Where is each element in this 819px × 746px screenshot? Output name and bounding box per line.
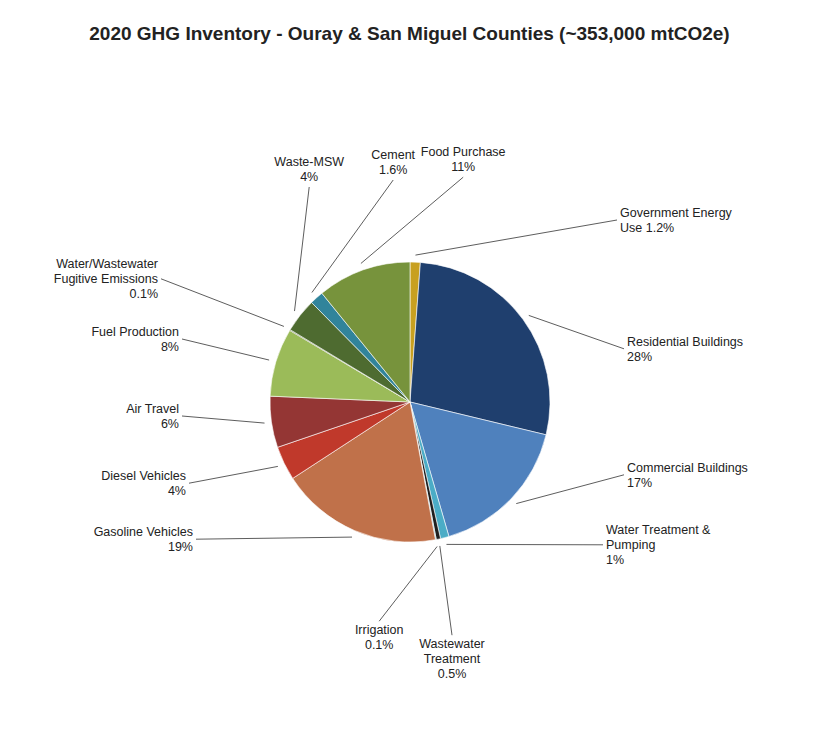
slice-label: Water Treatment &Pumping1% (606, 523, 711, 567)
labels: Government EnergyUse 1.2% Residential Bui… (54, 145, 748, 680)
leader-lines (161, 177, 624, 635)
slice-label: Diesel Vehicles4% (101, 469, 186, 498)
slice-label: Irrigation0.1% (355, 623, 404, 652)
slice-label: Gasoline Vehicles19% (94, 525, 193, 554)
leader-line (295, 187, 310, 311)
leader-line (440, 546, 452, 635)
slice-label: Cement1.6% (371, 148, 415, 177)
slice-label: Food Purchase11% (421, 145, 506, 174)
leader-line (361, 177, 463, 263)
slice-label: Residential Buildings28% (627, 335, 743, 364)
leader-line (161, 279, 284, 327)
leader-line (415, 220, 617, 255)
slice-label: Government EnergyUse 1.2% (620, 206, 733, 235)
title: 2020 GHG Inventory - Ouray & San Miguel … (89, 23, 729, 44)
slice-label: Waste-MSW4% (274, 155, 344, 184)
slice-label: Water/WastewaterFugitive Emissions0.1% (54, 257, 158, 301)
chart-container: 2020 GHG Inventory - Ouray & San Miguel … (0, 0, 819, 746)
leader-line (196, 537, 352, 539)
leader-line (189, 466, 278, 483)
slices (270, 262, 550, 542)
leader-line (516, 475, 624, 504)
leader-line (182, 339, 269, 360)
leader-line (182, 416, 265, 423)
leader-line (529, 315, 624, 348)
chart: 2020 GHG Inventory - Ouray & San Miguel … (0, 0, 819, 746)
slice-label: Commercial Buildings17% (627, 461, 748, 490)
slice-label: Air Travel6% (126, 402, 179, 431)
slice (322, 262, 410, 402)
slice-label: WastewaterTreatment0.5% (419, 637, 485, 681)
leader-line (312, 180, 393, 293)
slice-label: Fuel Production8% (91, 325, 179, 354)
slice (270, 396, 410, 447)
leader-line (446, 544, 603, 545)
leader-line (379, 546, 437, 621)
